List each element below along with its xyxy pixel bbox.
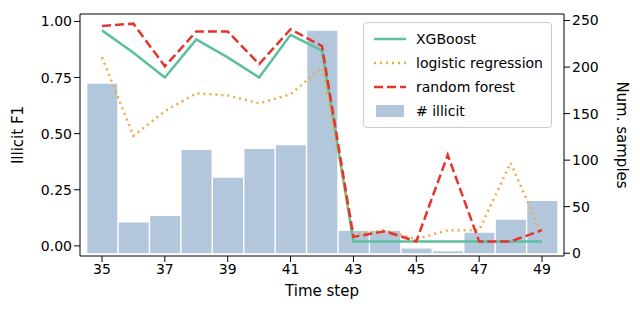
svg-text:39: 39: [219, 261, 237, 277]
html-text:# illicit: # illicit: [416, 103, 465, 119]
svg-text:200: 200: [572, 59, 599, 75]
svg-text:0.50: 0.50: [41, 126, 72, 142]
svg-text:37: 37: [156, 261, 174, 277]
svg-text:0.25: 0.25: [41, 182, 72, 198]
html-text:XGBoost: XGBoost: [416, 31, 476, 47]
svg-text:35: 35: [93, 261, 111, 277]
svg-text:47: 47: [470, 261, 488, 277]
svg-text:Num. samples: Num. samples: [613, 81, 631, 188]
svg-text:100: 100: [572, 152, 599, 168]
html-text:logistic regression: logistic regression: [416, 55, 543, 71]
svg-text:Illicit F1: Illicit F1: [9, 106, 27, 164]
svg-text:150: 150: [572, 106, 599, 122]
svg-text:250: 250: [572, 12, 599, 28]
svg-text:0: 0: [572, 245, 581, 261]
svg-text:45: 45: [407, 261, 425, 277]
svg-text:Time step: Time step: [284, 282, 359, 300]
svg-text:43: 43: [345, 261, 363, 277]
svg-text:41: 41: [282, 261, 300, 277]
svg-text:0.75: 0.75: [41, 70, 72, 86]
html-text:random forest: random forest: [416, 79, 516, 95]
svg-text:49: 49: [533, 261, 551, 277]
svg-text:0.00: 0.00: [41, 238, 72, 254]
svg-text:50: 50: [572, 199, 590, 215]
svg-text:1.00: 1.00: [41, 13, 72, 29]
